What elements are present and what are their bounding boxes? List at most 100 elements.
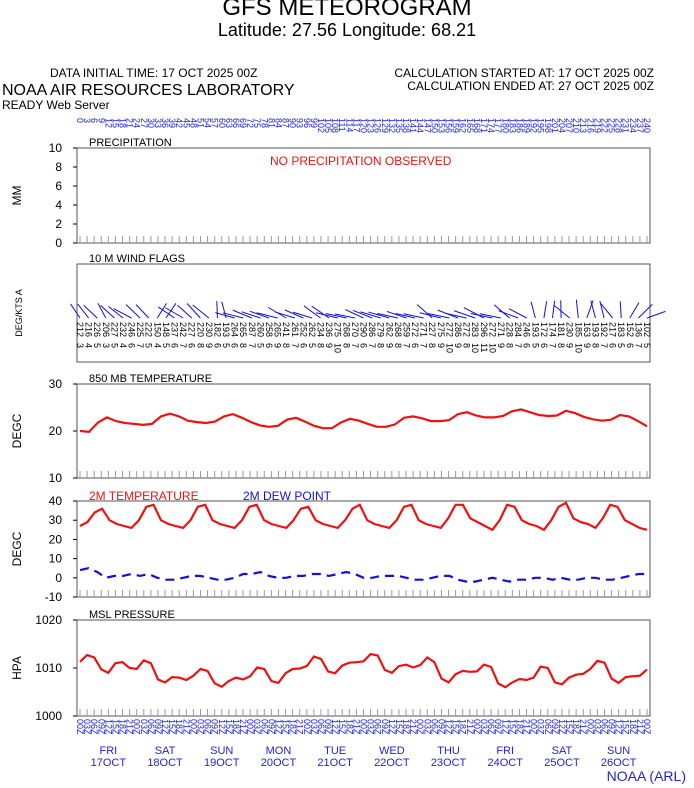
utc-hour-label: 06Z — [89, 719, 99, 735]
y-tick-label: 0 — [55, 571, 62, 585]
utc-hour-label: 09Z — [323, 719, 333, 735]
forecast-hour-label: 54 — [203, 118, 213, 128]
day-weekday-label: SAT — [155, 745, 176, 757]
utc-hour-label: 21Z — [351, 719, 361, 735]
wind-speed-label: 7 — [599, 343, 609, 348]
forecast-hour-label: 171 — [479, 118, 489, 133]
wind-barb — [395, 313, 416, 319]
utc-hour-label: 00Z — [188, 719, 198, 735]
wind-speed-label: 6 — [410, 343, 420, 348]
wind-speed-label: 6 — [230, 343, 240, 348]
utc-hour-label: 06Z — [429, 719, 439, 735]
wind-barb — [479, 313, 502, 319]
wind-speed-label: 7 — [178, 343, 188, 348]
utc-hour-label: 06Z — [486, 719, 496, 735]
forecast-hour-label: 159 — [451, 118, 461, 133]
wind-direction-label: 286 — [453, 322, 463, 337]
temp850-line — [79, 408, 648, 434]
wind-barb — [97, 303, 107, 319]
wind-speed-label: 11 — [479, 343, 489, 352]
forecast-hour-label: 66 — [231, 118, 241, 128]
utc-hour-label: 09Z — [153, 719, 163, 735]
wind-speed-label: 5 — [92, 343, 102, 348]
day-weekday-label: WED — [379, 745, 405, 757]
wind-speed-label: 4 — [84, 343, 94, 348]
utc-hour-label: 09Z — [210, 719, 220, 735]
utc-hour-label: 18Z — [514, 719, 524, 735]
utc-hour-label: 12Z — [160, 719, 170, 735]
wind-direction-label: 270 — [350, 322, 360, 337]
wind-barb — [316, 312, 338, 319]
utc-hour-label: 15Z — [224, 719, 234, 735]
day-weekday-label: THU — [437, 745, 460, 757]
utc-hour-label: 18Z — [628, 719, 638, 735]
wind-speed-label: 10 — [333, 343, 343, 353]
forecast-hour-label: 72 — [245, 118, 255, 128]
utc-hour-label: 18Z — [174, 719, 184, 735]
y-tick-label: 10 — [49, 552, 63, 566]
panel-title: 10 M WIND FLAGS — [89, 253, 185, 265]
day-date-label: 26OCT — [601, 757, 637, 769]
wind-barb — [619, 301, 622, 319]
day-weekday-label: SAT — [552, 745, 573, 757]
wind-direction-label: 228 — [505, 322, 515, 337]
wind-speed-label: 9 — [273, 343, 283, 348]
utc-hour-label: 15Z — [110, 719, 120, 735]
wind-speed-label: 10 — [487, 343, 497, 353]
wind-speed-label: 6 — [187, 343, 197, 348]
wind-barb — [77, 303, 89, 319]
wind-barb — [303, 305, 321, 319]
forecast-hour-label: 3 — [82, 118, 92, 123]
wind-direction-label: 216 — [84, 322, 94, 337]
forecast-hour-label: 165 — [465, 118, 475, 133]
forecast-hour-label: 6 — [89, 118, 99, 123]
y-tick-label: 1010 — [35, 661, 62, 675]
wind-speed-label: 6 — [522, 343, 532, 348]
wind-barb — [600, 303, 614, 319]
utc-hour-label: 09Z — [436, 719, 446, 735]
wind-barb — [463, 307, 485, 319]
utc-hour-label: 12Z — [217, 719, 227, 735]
wind-direction-label: 220 — [195, 322, 205, 337]
wind-barb — [125, 304, 141, 319]
wind-speed-label: 6 — [298, 343, 308, 348]
wind-speed-label: 7 — [513, 343, 523, 348]
wind-speed-label: 8 — [590, 343, 600, 348]
forecast-hour-label: 147 — [422, 118, 432, 133]
day-weekday-label: TUE — [324, 745, 346, 757]
y-tick-label: 2 — [55, 217, 62, 231]
day-date-label: 22OCT — [374, 757, 410, 769]
y-tick-label: 0 — [55, 236, 62, 250]
wind-direction-label: 227 — [187, 322, 197, 337]
utc-hour-label: 21Z — [465, 719, 475, 735]
t2m-line — [79, 501, 648, 532]
day-weekday-label: FRI — [99, 745, 117, 757]
utc-hour-label: 18Z — [458, 719, 468, 735]
wind-direction-label: 102 — [642, 322, 652, 337]
wind-direction-label: 234 — [316, 322, 326, 337]
forecast-hour-label: 138 — [401, 118, 411, 133]
y-tick-label: 30 — [49, 377, 63, 391]
wind-speed-label: 10 — [470, 343, 480, 353]
data-initial-time: DATA INITIAL TIME: 17 OCT 2025 00Z — [50, 66, 258, 80]
wind-speed-label: 6 — [625, 343, 635, 348]
calculation-started: CALCULATION STARTED AT: 17 OCT 2025 00Z — [394, 66, 654, 80]
wind-direction-label: 226 — [92, 322, 102, 337]
wind-speed-label: 7 — [401, 343, 411, 348]
forecast-hour-label: 231 — [621, 118, 631, 133]
wind-barb — [386, 310, 407, 319]
forecast-hour-label: 57 — [210, 118, 220, 128]
day-date-label: 17OCT — [91, 757, 127, 769]
utc-hour-label: 03Z — [309, 719, 319, 735]
wind-barb — [232, 309, 253, 319]
wind-barb — [216, 301, 218, 319]
day-date-label: 20OCT — [261, 757, 297, 769]
wind-direction-label: 193 — [590, 322, 600, 337]
utc-hour-label: 09Z — [380, 719, 390, 735]
wind-barb — [113, 308, 132, 319]
wind-barb — [215, 312, 235, 319]
wind-direction-label: 287 — [247, 322, 257, 337]
wind-speed-label: 8 — [393, 343, 403, 348]
wind-barb — [325, 313, 347, 319]
utc-hour-label: 21Z — [408, 719, 418, 735]
